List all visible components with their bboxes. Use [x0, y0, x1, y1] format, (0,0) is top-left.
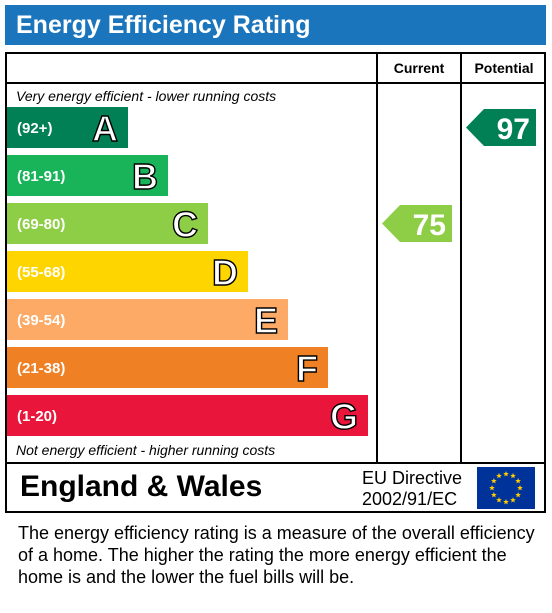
eu-flag-star	[503, 471, 509, 477]
band-letter-d: D	[212, 252, 238, 293]
region-label: England & Wales	[20, 470, 263, 503]
band-letter-e: E	[254, 300, 278, 341]
footer-row-divider	[5, 462, 546, 464]
eu-flag-star	[489, 485, 495, 491]
potential-rating-arrow	[466, 109, 536, 146]
band-bar-b	[7, 155, 168, 196]
band-range-d: (55-68)	[17, 264, 65, 281]
band-letter-g: G	[330, 396, 358, 437]
header-row-divider	[5, 82, 546, 84]
band-range-f: (21-38)	[17, 360, 65, 377]
eu-flag-star	[510, 497, 516, 503]
band-letter-b: B	[132, 156, 158, 197]
band-range-e: (39-54)	[17, 312, 65, 329]
current-column-divider	[376, 52, 378, 464]
band-bar-a	[7, 107, 128, 148]
page-title: Energy Efficiency Rating	[5, 5, 546, 45]
eu-flag-star	[491, 492, 497, 498]
band-bar-f	[7, 347, 328, 388]
band-letter-f: F	[296, 348, 318, 389]
potential-rating-value: 97	[497, 113, 530, 146]
band-range-b: (81-91)	[17, 168, 65, 185]
directive-line-1: EU Directive	[362, 468, 463, 488]
current-rating-value: 75	[413, 209, 446, 242]
band-bar-e	[7, 299, 288, 340]
eu-flag-icon	[477, 467, 535, 509]
eu-flag-star	[503, 499, 509, 505]
current-rating-arrow	[382, 205, 452, 242]
eu-flag-star	[491, 478, 497, 484]
eu-flag-star	[517, 485, 523, 491]
current-column-header: Current	[393, 60, 445, 76]
band-letter-a: A	[92, 108, 118, 149]
eu-flag-star	[496, 472, 502, 479]
eu-flag-star	[496, 497, 502, 503]
band-bar-g	[7, 395, 368, 436]
band-range-a: (92+)	[17, 120, 52, 137]
eu-flag-star	[515, 478, 521, 484]
eu-flag-star	[515, 492, 521, 498]
band-letter-c: C	[172, 204, 198, 245]
eu-flag-star	[510, 472, 516, 479]
directive-line-2: 2002/91/EC	[362, 489, 458, 509]
band-bar-d	[7, 251, 248, 292]
top-note: Very energy efficient - lower running co…	[16, 88, 277, 104]
band-range-g: (1-20)	[17, 408, 57, 425]
potential-column-header: Potential	[474, 60, 534, 76]
band-range-c: (69-80)	[17, 216, 65, 233]
potential-column-divider	[460, 52, 462, 464]
bottom-note: Not energy efficient - higher running co…	[16, 442, 276, 458]
eu-directive: EU Directive 2002/91/EC	[362, 468, 462, 510]
rating-frame	[5, 52, 546, 513]
description-text: The energy efficiency rating is a measur…	[18, 523, 535, 587]
band-bar-c	[7, 203, 208, 244]
